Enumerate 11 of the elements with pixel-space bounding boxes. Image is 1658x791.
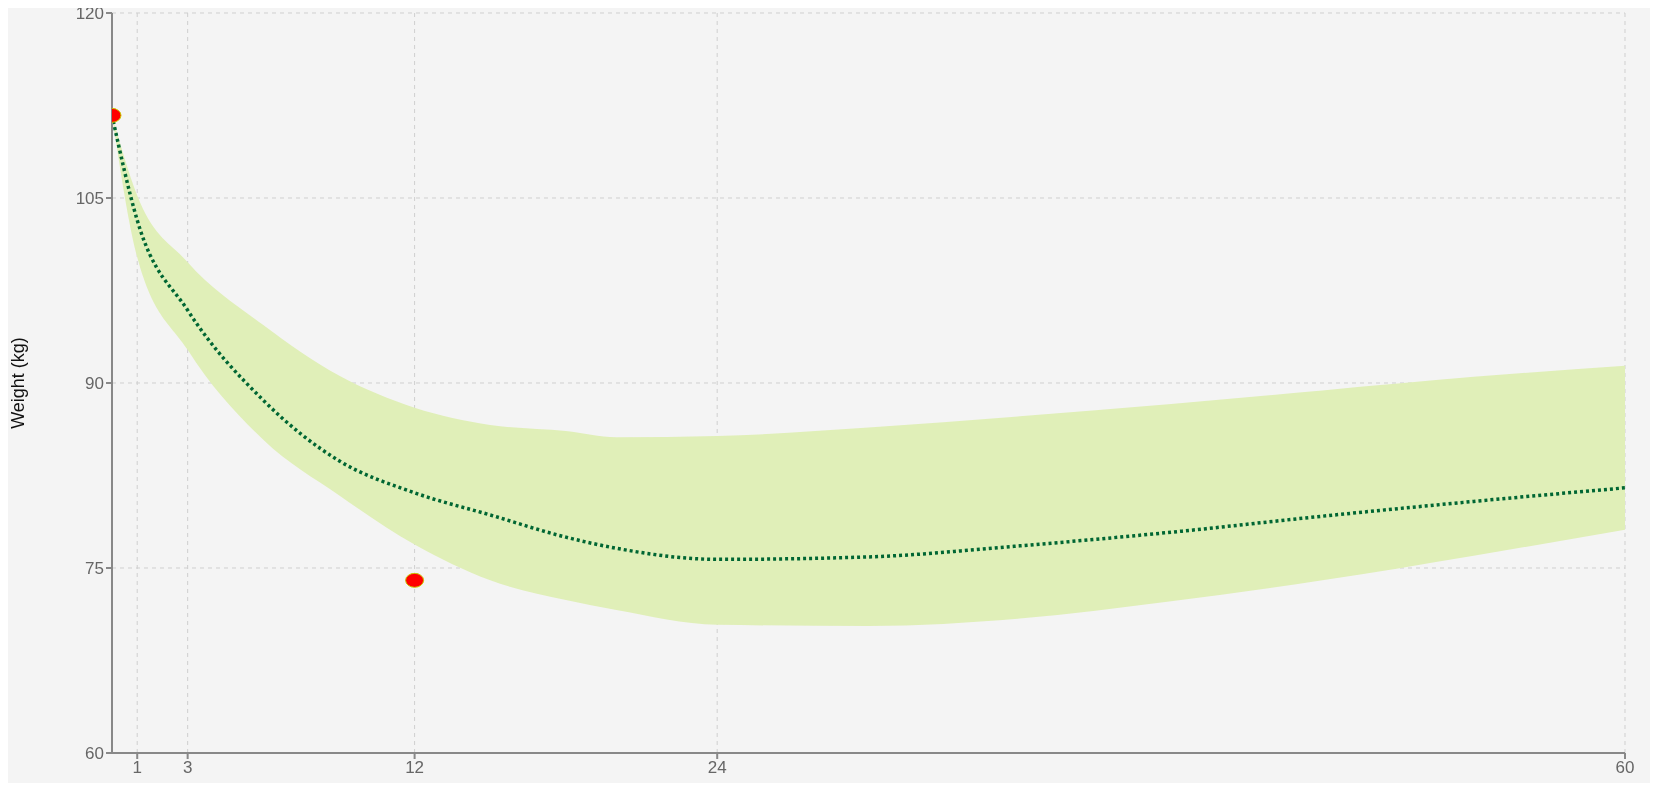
y-tick-label: 120 (75, 4, 104, 24)
x-tick-label: 24 (707, 758, 727, 778)
y-tick-label: 60 (85, 744, 104, 764)
x-tick-label: 1 (132, 758, 142, 778)
y-axis-title: Weight (kg) (8, 337, 29, 429)
x-tick-label: 60 (1615, 758, 1635, 778)
y-tick-label: 75 (85, 559, 104, 579)
x-tick-label: 12 (405, 758, 425, 778)
x-tick-label: 3 (182, 758, 193, 778)
y-tick-label: 90 (85, 374, 104, 394)
y-tick-label: 105 (75, 189, 104, 209)
